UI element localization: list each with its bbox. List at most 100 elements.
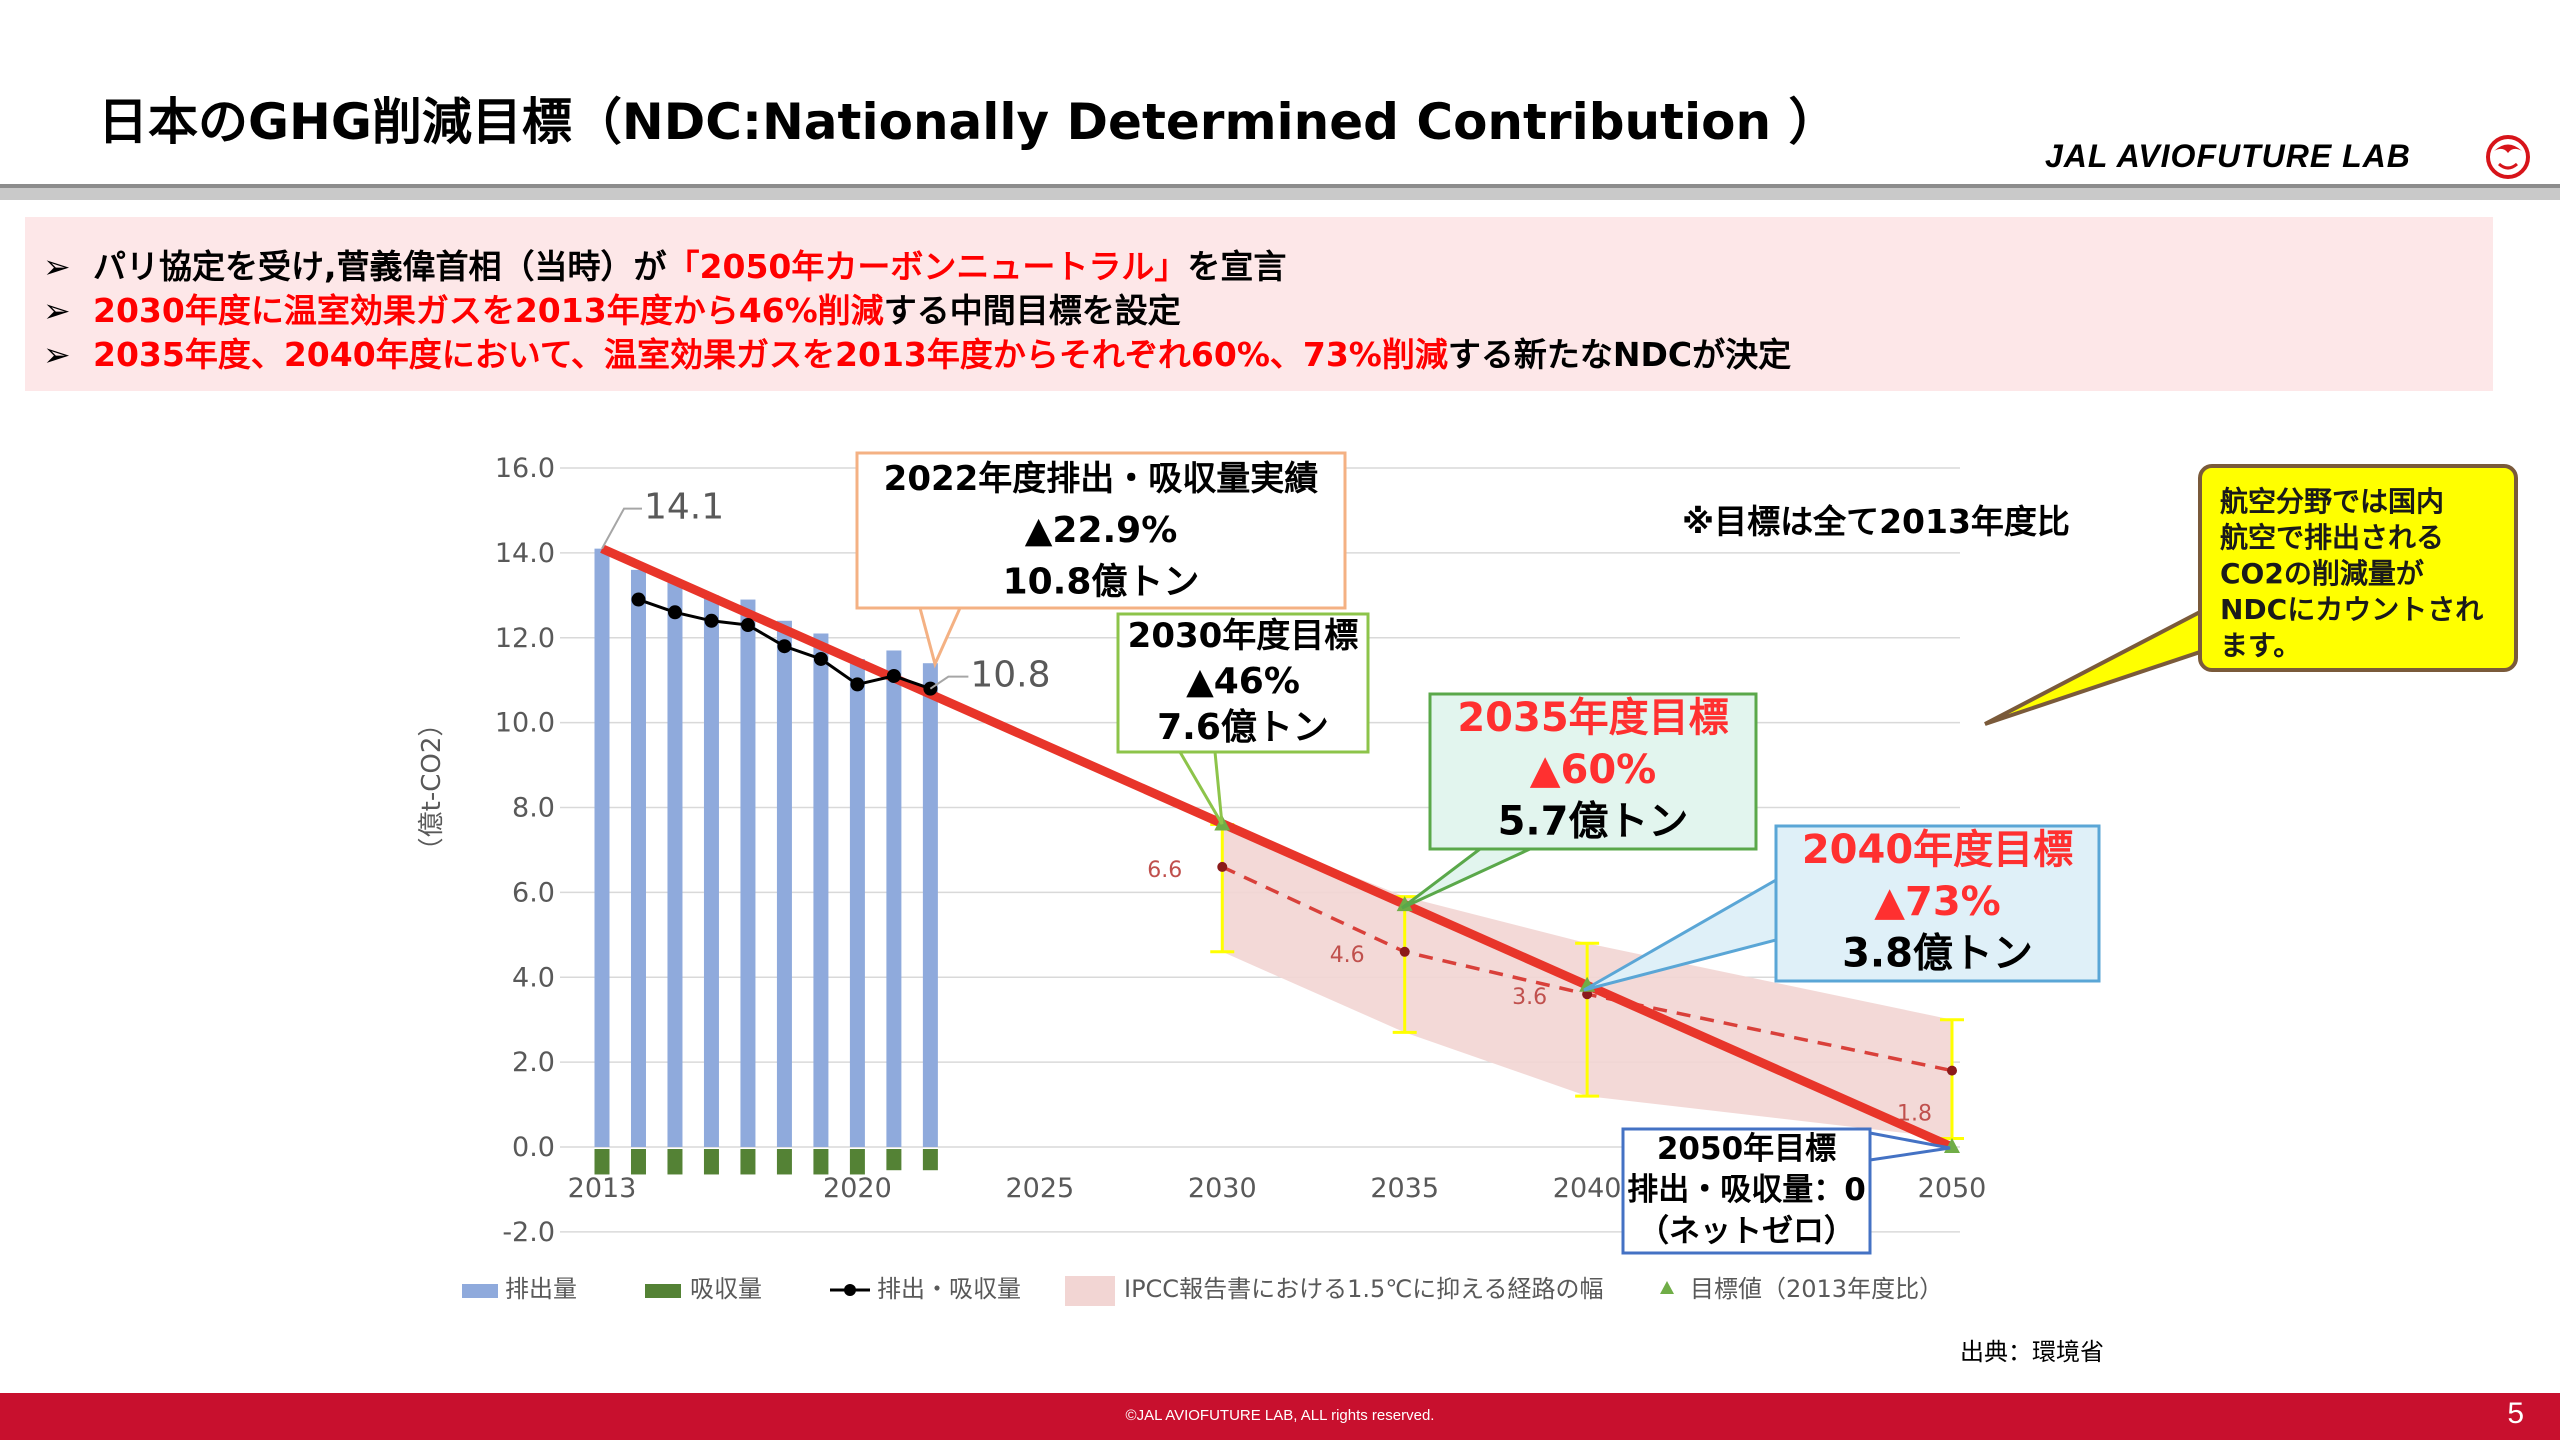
bullet-text: パリ協定を受け,菅義偉首相（当時）が bbox=[93, 247, 667, 286]
summary-bullets: ➢ パリ協定を受け,菅義偉首相（当時）が「2050年カーボンニュートラル」を宣言 … bbox=[25, 217, 2493, 391]
absorption-bar bbox=[703, 1149, 719, 1175]
net-emission-point bbox=[813, 651, 828, 666]
copyright: ©JAL AVIOFUTURE LAB, ALL rights reserved… bbox=[1125, 1407, 1435, 1424]
annotation-text: 7.6億トン bbox=[1157, 707, 1329, 748]
legend-label: IPCC報告書における1.5℃に抑える経路の幅 bbox=[1124, 1275, 1603, 1303]
y-tick-label: -2.0 bbox=[502, 1217, 555, 1248]
trend-line-to-net-zero bbox=[600, 544, 1954, 1152]
target-marker bbox=[1396, 896, 1413, 912]
aviation-callout: 航空分野では国内 航空で排出される CO2の削減量が NDCにカウントされ ます… bbox=[2198, 464, 2518, 672]
y-tick-label: 16.0 bbox=[495, 453, 555, 484]
footer-bar: ©JAL AVIOFUTURE LAB, ALL rights reserved… bbox=[0, 1393, 2560, 1440]
label-leader bbox=[929, 675, 969, 690]
bullet-marker: ➢ bbox=[43, 335, 71, 374]
bullet-text: する新たなNDCが決定 bbox=[1447, 335, 1792, 374]
emission-bar bbox=[886, 650, 902, 1147]
page-number: 5 bbox=[2507, 1397, 2524, 1430]
x-tick-label: 2040 bbox=[1553, 1173, 1622, 1204]
bullet-text-highlight: 2035年度、2040年度において、温室効果ガスを2013年度からそれぞれ60%… bbox=[93, 335, 1448, 374]
net-emission-point bbox=[667, 605, 682, 620]
annotation-text: （ネットゼロ） bbox=[1638, 1213, 1855, 1249]
x-tick-label: 2020 bbox=[823, 1173, 892, 1204]
bullet-text: を宣言 bbox=[1187, 247, 1287, 286]
annotation-text: 10.8億トン bbox=[1003, 562, 1200, 603]
legend-label: 吸収量 bbox=[690, 1275, 762, 1303]
net-emission-point bbox=[886, 668, 901, 683]
bullet-item: ➢ パリ協定を受け,菅義偉首相（当時）が「2050年カーボンニュートラル」を宣言 bbox=[43, 240, 1286, 288]
bullet-marker: ➢ bbox=[43, 247, 71, 286]
annotation-text: 5.7億トン bbox=[1498, 799, 1689, 845]
bullet-marker: ➢ bbox=[43, 291, 71, 330]
emission-bar bbox=[776, 620, 792, 1147]
annotation-text: 2040年度目標 bbox=[1802, 827, 2073, 873]
header-divider bbox=[0, 184, 2560, 188]
callout-pointer bbox=[1984, 608, 2202, 726]
emission-bar bbox=[594, 548, 610, 1147]
emission-bar bbox=[922, 663, 938, 1147]
ipcc-median-line bbox=[1221, 865, 1953, 1073]
annotation-text: ▲46% bbox=[1186, 661, 1300, 702]
absorption-bar bbox=[849, 1149, 865, 1175]
y-axis-label: （億t-CO2） bbox=[417, 711, 447, 864]
y-tick-label: 10.0 bbox=[495, 708, 555, 739]
legend-label: 目標値（2013年度比） bbox=[1690, 1275, 1943, 1303]
bullet-text-highlight: 「2050年カーボンニュートラル」 bbox=[666, 247, 1188, 286]
bullet-text: する中間目標を設定 bbox=[883, 291, 1181, 330]
net-emission-point bbox=[850, 677, 865, 692]
point-label-2022: 10.8 bbox=[970, 655, 1050, 696]
emission-bar bbox=[849, 658, 865, 1147]
ipcc-median-label: 6.6 bbox=[1147, 858, 1182, 883]
absorption-bar bbox=[667, 1149, 683, 1175]
annotation-text: ▲73% bbox=[1874, 879, 2001, 925]
annotation-text: ▲60% bbox=[1530, 747, 1657, 793]
emission-bar bbox=[630, 569, 646, 1147]
net-emission-point bbox=[631, 592, 646, 607]
legend-swatch-target bbox=[1660, 1281, 1674, 1294]
annotation-pointer bbox=[1401, 847, 1531, 910]
x-tick-label: 2013 bbox=[568, 1173, 637, 1204]
emission-bar bbox=[703, 595, 719, 1147]
annotation-text: 2050年目標 bbox=[1657, 1131, 1836, 1167]
chart-note: ※目標は全て2013年度比 bbox=[1682, 502, 2070, 541]
annotation-text: 2022年度排出・吸収量実績 bbox=[884, 459, 1319, 499]
ipcc-median-point bbox=[1217, 861, 1228, 872]
absorption-bar bbox=[630, 1149, 646, 1175]
absorption-bar bbox=[922, 1149, 938, 1171]
annotation-box bbox=[855, 451, 1347, 610]
bullet-item: ➢ 2030年度に温室効果ガスを2013年度から46%削減する中間目標を設定 bbox=[43, 284, 1181, 332]
net-emission-point bbox=[740, 618, 755, 633]
y-tick-label: 0.0 bbox=[512, 1132, 555, 1163]
absorption-bar bbox=[594, 1149, 610, 1175]
bullet-item: ➢ 2035年度、2040年度において、温室効果ガスを2013年度からそれぞれ60… bbox=[43, 328, 1791, 376]
absorption-bar bbox=[776, 1149, 792, 1175]
annotation-text: 2035年度目標 bbox=[1457, 695, 1728, 741]
callout-line: ます。 bbox=[2220, 629, 2302, 662]
annotation-box bbox=[1774, 824, 2101, 983]
source-note: 出典：環境省 bbox=[1960, 1338, 2104, 1366]
callout-line: CO2の削減量が bbox=[2220, 557, 2424, 590]
x-tick-label: 2035 bbox=[1370, 1173, 1439, 1204]
legend-swatch-emissions bbox=[462, 1284, 498, 1298]
x-tick-label: 2050 bbox=[1918, 1173, 1987, 1204]
y-tick-label: 4.0 bbox=[512, 962, 555, 993]
absorption-bar bbox=[740, 1149, 756, 1175]
legend-label: 排出量 bbox=[505, 1275, 577, 1303]
brand-logo-text: JAL AVIOFUTURE LAB bbox=[2045, 138, 2411, 174]
legend-swatch-ipcc bbox=[1065, 1276, 1115, 1306]
callout-line: NDCにカウントされ bbox=[2220, 593, 2484, 626]
header-band bbox=[0, 188, 2560, 200]
y-tick-label: 8.0 bbox=[512, 793, 555, 824]
ipcc-median-point bbox=[1947, 1065, 1957, 1076]
annotation-text: ▲22.9% bbox=[1025, 510, 1178, 551]
ipcc-median-label: 3.6 bbox=[1512, 985, 1547, 1010]
legend-swatch-absorption bbox=[645, 1284, 681, 1298]
ipcc-median-point bbox=[1399, 946, 1410, 957]
annotation-box bbox=[1428, 692, 1758, 851]
point-label-2013: 14.1 bbox=[644, 487, 724, 528]
label-leader bbox=[601, 507, 642, 550]
annotation-box bbox=[1621, 1127, 1872, 1255]
net-emission-point bbox=[777, 639, 792, 654]
legend-swatch-net-point bbox=[844, 1284, 856, 1296]
annotation-pointer bbox=[918, 606, 963, 669]
